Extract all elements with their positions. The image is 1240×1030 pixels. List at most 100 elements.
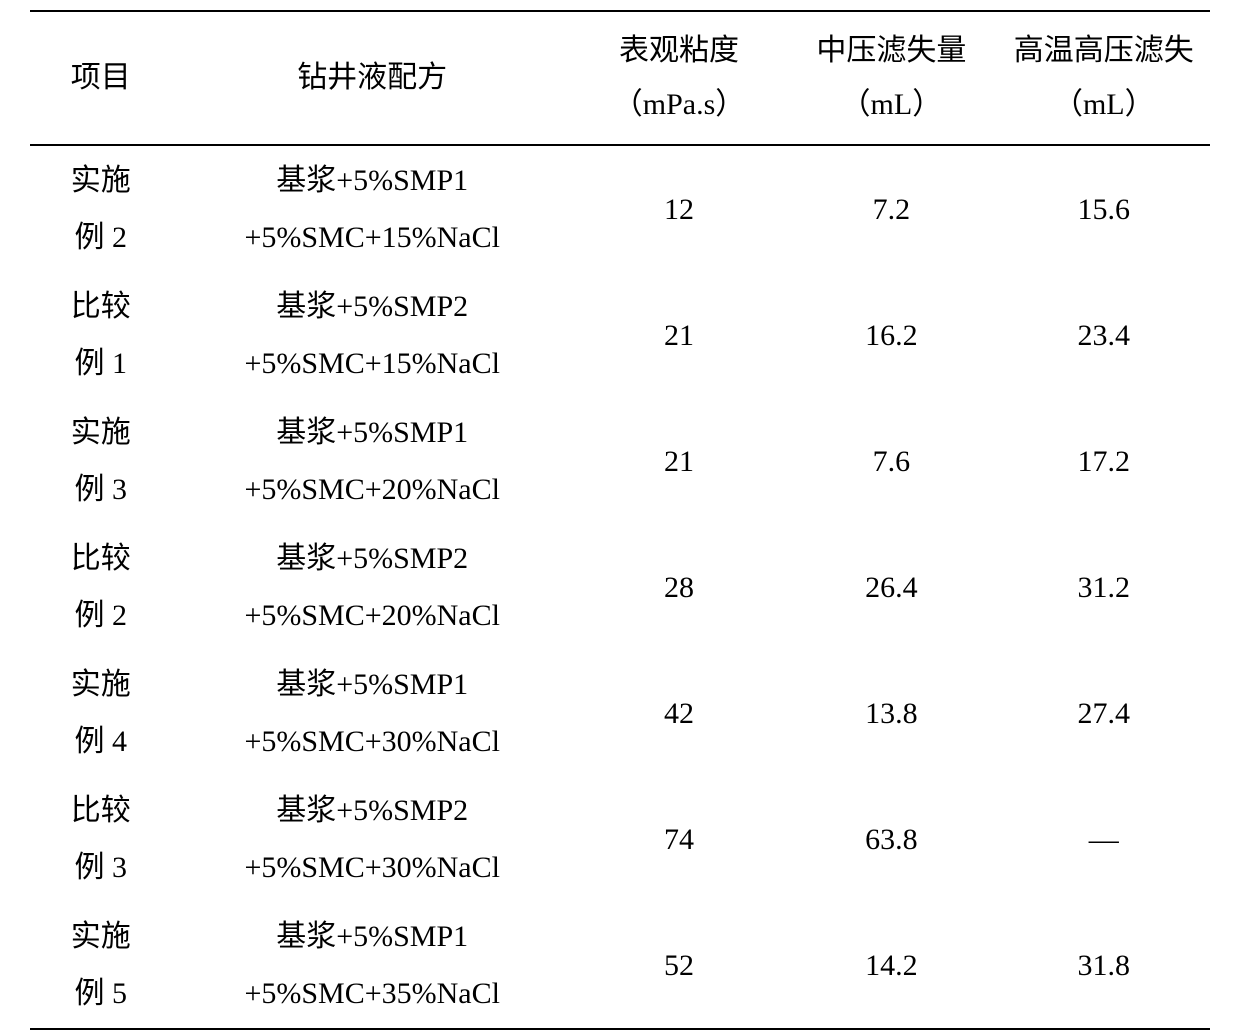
cell-line1: 比较: [34, 278, 168, 335]
cell-line2: +5%SMC+35%NaCl: [176, 965, 569, 1022]
cell-project: 比较例 1: [30, 272, 172, 398]
cell-text-wrap: 基浆+5%SMP2+5%SMC+30%NaCl: [176, 782, 569, 896]
col-header-project: 项目: [30, 11, 172, 145]
table-body: 实施例 2基浆+5%SMP1+5%SMC+15%NaCl127.215.6比较例…: [30, 145, 1210, 1029]
cell-line2: 例 3: [34, 839, 168, 896]
cell-text-wrap: 实施例 4: [34, 656, 168, 770]
header-text-wrap: 表观粘度 （mPa.s）: [577, 24, 781, 132]
header-text-wrap: 高温高压滤失 （mL）: [1002, 24, 1206, 132]
cell-line1: 基浆+5%SMP1: [176, 152, 569, 209]
cell-project: 比较例 2: [30, 524, 172, 650]
cell-mp-filtrate: 63.8: [785, 776, 997, 902]
cell-line1: 比较: [34, 782, 168, 839]
cell-line2: 例 4: [34, 713, 168, 770]
cell-viscosity: 12: [573, 145, 785, 272]
cell-mp-filtrate: 7.2: [785, 145, 997, 272]
cell-mp-filtrate: 13.8: [785, 650, 997, 776]
cell-line2: +5%SMC+15%NaCl: [176, 209, 569, 266]
cell-line1: 基浆+5%SMP1: [176, 656, 569, 713]
cell-text-wrap: 比较例 3: [34, 782, 168, 896]
cell-project: 实施例 5: [30, 902, 172, 1029]
cell-project: 实施例 4: [30, 650, 172, 776]
header-line1: 高温高压滤失: [1002, 24, 1206, 78]
header-line2: （mPa.s）: [577, 78, 781, 132]
cell-line2: +5%SMC+20%NaCl: [176, 461, 569, 518]
header-line2: （mL）: [1002, 78, 1206, 132]
cell-mp-filtrate: 14.2: [785, 902, 997, 1029]
cell-text-wrap: 实施例 5: [34, 908, 168, 1022]
col-header-hthp-filtrate: 高温高压滤失 （mL）: [998, 11, 1210, 145]
cell-line1: 实施: [34, 404, 168, 461]
cell-line2: 例 3: [34, 461, 168, 518]
table-row: 实施例 2基浆+5%SMP1+5%SMC+15%NaCl127.215.6: [30, 145, 1210, 272]
cell-hthp-filtrate: 31.2: [998, 524, 1210, 650]
cell-line1: 实施: [34, 152, 168, 209]
col-header-mp-filtrate: 中压滤失量 （mL）: [785, 11, 997, 145]
cell-formula: 基浆+5%SMP2+5%SMC+15%NaCl: [172, 272, 573, 398]
col-header-viscosity: 表观粘度 （mPa.s）: [573, 11, 785, 145]
table-row: 实施例 5基浆+5%SMP1+5%SMC+35%NaCl5214.231.8: [30, 902, 1210, 1029]
cell-viscosity: 42: [573, 650, 785, 776]
header-text-wrap: 中压滤失量 （mL）: [789, 24, 993, 132]
cell-line1: 实施: [34, 908, 168, 965]
header-text: 钻井液配方: [297, 61, 447, 94]
cell-text-wrap: 基浆+5%SMP1+5%SMC+35%NaCl: [176, 908, 569, 1022]
cell-text-wrap: 实施例 2: [34, 152, 168, 266]
cell-line2: 例 2: [34, 209, 168, 266]
col-header-formula: 钻井液配方: [172, 11, 573, 145]
table-row: 实施例 3基浆+5%SMP1+5%SMC+20%NaCl217.617.2: [30, 398, 1210, 524]
cell-formula: 基浆+5%SMP2+5%SMC+30%NaCl: [172, 776, 573, 902]
table-row: 比较例 2基浆+5%SMP2+5%SMC+20%NaCl2826.431.2: [30, 524, 1210, 650]
cell-viscosity: 21: [573, 272, 785, 398]
cell-line1: 实施: [34, 656, 168, 713]
cell-mp-filtrate: 16.2: [785, 272, 997, 398]
cell-text-wrap: 实施例 3: [34, 404, 168, 518]
cell-text-wrap: 基浆+5%SMP1+5%SMC+20%NaCl: [176, 404, 569, 518]
table-header-row: 项目 钻井液配方 表观粘度 （mPa.s） 中压滤失量 （mL）: [30, 11, 1210, 145]
cell-line2: +5%SMC+15%NaCl: [176, 335, 569, 392]
header-line1: 中压滤失量: [789, 24, 993, 78]
cell-formula: 基浆+5%SMP2+5%SMC+20%NaCl: [172, 524, 573, 650]
header-text: 项目: [71, 61, 131, 94]
cell-text-wrap: 基浆+5%SMP1+5%SMC+30%NaCl: [176, 656, 569, 770]
header-line2: （mL）: [789, 78, 993, 132]
cell-line1: 基浆+5%SMP2: [176, 782, 569, 839]
cell-hthp-filtrate: 27.4: [998, 650, 1210, 776]
cell-viscosity: 28: [573, 524, 785, 650]
cell-viscosity: 52: [573, 902, 785, 1029]
cell-hthp-filtrate: 23.4: [998, 272, 1210, 398]
cell-line1: 基浆+5%SMP1: [176, 404, 569, 461]
cell-line2: +5%SMC+20%NaCl: [176, 587, 569, 644]
data-table-wrapper: 项目 钻井液配方 表观粘度 （mPa.s） 中压滤失量 （mL）: [30, 10, 1210, 1030]
cell-formula: 基浆+5%SMP1+5%SMC+30%NaCl: [172, 650, 573, 776]
cell-line1: 比较: [34, 530, 168, 587]
cell-line2: +5%SMC+30%NaCl: [176, 839, 569, 896]
cell-hthp-filtrate: 17.2: [998, 398, 1210, 524]
cell-mp-filtrate: 7.6: [785, 398, 997, 524]
cell-text-wrap: 基浆+5%SMP1+5%SMC+15%NaCl: [176, 152, 569, 266]
cell-viscosity: 74: [573, 776, 785, 902]
cell-formula: 基浆+5%SMP1+5%SMC+20%NaCl: [172, 398, 573, 524]
cell-mp-filtrate: 26.4: [785, 524, 997, 650]
cell-formula: 基浆+5%SMP1+5%SMC+15%NaCl: [172, 145, 573, 272]
cell-line2: 例 1: [34, 335, 168, 392]
cell-hthp-filtrate: 31.8: [998, 902, 1210, 1029]
cell-project: 实施例 3: [30, 398, 172, 524]
cell-hthp-filtrate: 15.6: [998, 145, 1210, 272]
cell-hthp-filtrate: —: [998, 776, 1210, 902]
cell-line1: 基浆+5%SMP2: [176, 278, 569, 335]
cell-formula: 基浆+5%SMP1+5%SMC+35%NaCl: [172, 902, 573, 1029]
table-row: 比较例 3基浆+5%SMP2+5%SMC+30%NaCl7463.8—: [30, 776, 1210, 902]
table-row: 实施例 4基浆+5%SMP1+5%SMC+30%NaCl4213.827.4: [30, 650, 1210, 776]
table-row: 比较例 1基浆+5%SMP2+5%SMC+15%NaCl2116.223.4: [30, 272, 1210, 398]
cell-line1: 基浆+5%SMP1: [176, 908, 569, 965]
cell-line2: +5%SMC+30%NaCl: [176, 713, 569, 770]
drilling-fluid-table: 项目 钻井液配方 表观粘度 （mPa.s） 中压滤失量 （mL）: [30, 10, 1210, 1030]
header-line1: 表观粘度: [577, 24, 781, 78]
cell-text-wrap: 基浆+5%SMP2+5%SMC+20%NaCl: [176, 530, 569, 644]
cell-text-wrap: 基浆+5%SMP2+5%SMC+15%NaCl: [176, 278, 569, 392]
cell-line1: 基浆+5%SMP2: [176, 530, 569, 587]
cell-line2: 例 2: [34, 587, 168, 644]
cell-viscosity: 21: [573, 398, 785, 524]
cell-text-wrap: 比较例 2: [34, 530, 168, 644]
